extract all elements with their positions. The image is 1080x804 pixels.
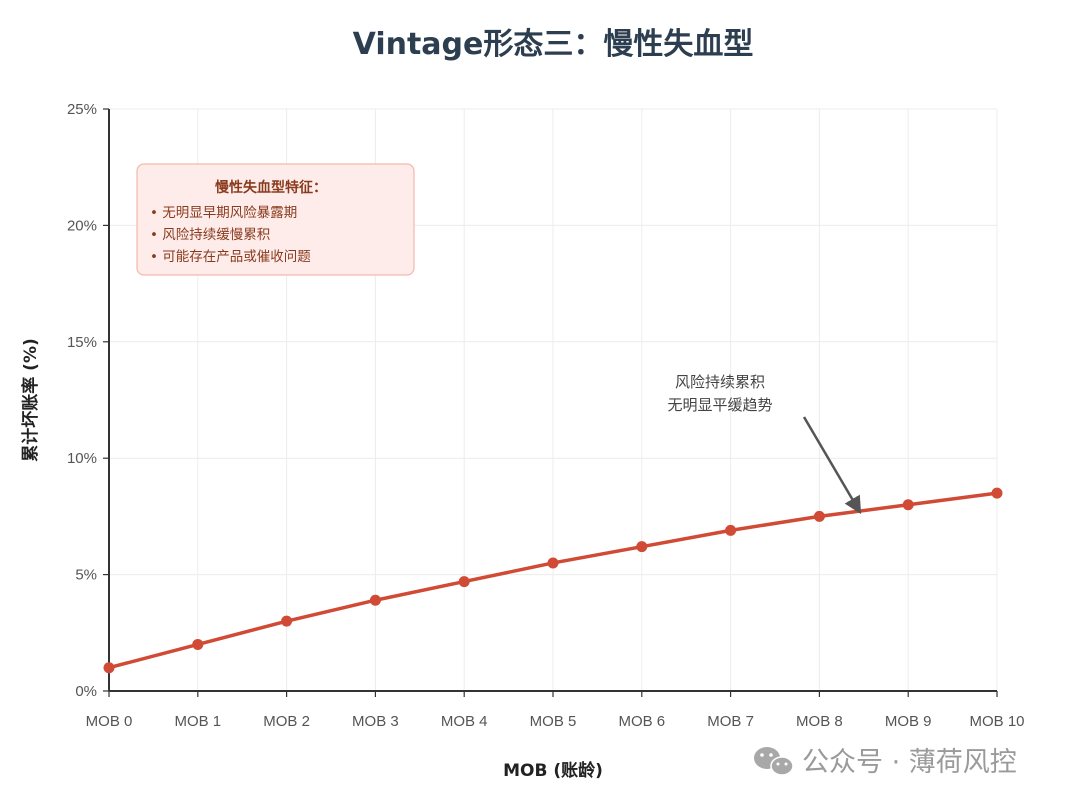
info-box-background — [136, 163, 415, 276]
y-tick-label: 10% — [67, 450, 97, 467]
data-point — [192, 638, 204, 650]
data-point — [902, 499, 914, 511]
x-tick-label: MOB 4 — [441, 713, 488, 730]
y-tick-label: 20% — [67, 217, 97, 234]
x-ticks: MOB 0 MOB 1 MOB 2 MOB 3 MOB 4 MOB 5 MOB 6 MOB 7… — [86, 691, 1025, 730]
x-tick-label: MOB 2 — [263, 713, 310, 730]
y-axis-label: 累计坏账率 (%) — [20, 338, 41, 462]
data-point — [547, 557, 559, 569]
info-box-title: 慢性失血型特征： — [215, 179, 327, 196]
x-tick-label: MOB 1 — [174, 713, 221, 730]
x-axis-label: MOB (账龄) — [503, 760, 603, 781]
x-tick-label: MOB 3 — [352, 713, 399, 730]
y-tick-label: 0% — [75, 683, 97, 700]
data-point — [725, 524, 737, 536]
x-tick-label: MOB 9 — [885, 713, 932, 730]
annotation: 风险持续累积 无明显平缓趋势 — [667, 373, 862, 515]
y-tick-label: 25% — [67, 101, 97, 118]
x-tick-label: MOB 0 — [86, 713, 133, 730]
x-tick-label: MOB 5 — [530, 713, 577, 730]
x-tick-label: MOB 7 — [707, 713, 754, 730]
data-point — [369, 594, 381, 606]
x-tick-label: MOB 6 — [618, 713, 665, 730]
info-box-item: • 风险持续缓慢累积 — [150, 226, 270, 243]
y-tick-label: 5% — [75, 567, 97, 584]
annotation-arrow — [802, 416, 862, 515]
annotation-line: 无明显平缓趋势 — [667, 396, 772, 414]
data-point — [636, 541, 648, 553]
data-point — [991, 487, 1003, 499]
info-box: 慢性失血型特征： • 无明显早期风险暴露期 • 风险持续缓慢累积 • 可能存在产… — [136, 163, 415, 276]
data-point — [103, 662, 115, 674]
info-box-item: • 可能存在产品或催收问题 — [150, 249, 311, 265]
watermark-text: 公众号 · 薄荷风控 — [802, 747, 1017, 778]
annotation-line: 风险持续累积 — [675, 373, 765, 391]
wechat-icon — [754, 747, 794, 776]
data-point — [458, 576, 470, 588]
x-tick-label: MOB 10 — [969, 713, 1024, 730]
y-tick-label: 15% — [67, 334, 97, 351]
x-tick-label: MOB 8 — [796, 713, 843, 730]
data-point — [813, 510, 825, 522]
info-box-item: • 无明显早期风险暴露期 — [150, 205, 297, 221]
data-point — [281, 615, 293, 627]
y-ticks: 0% 5% 10% 15% 20% 25% — [67, 101, 109, 700]
chart-title: Vintage形态三：慢性失血型 — [353, 27, 754, 62]
grid — [108, 108, 998, 692]
watermark: 公众号 · 薄荷风控 — [754, 747, 1017, 778]
